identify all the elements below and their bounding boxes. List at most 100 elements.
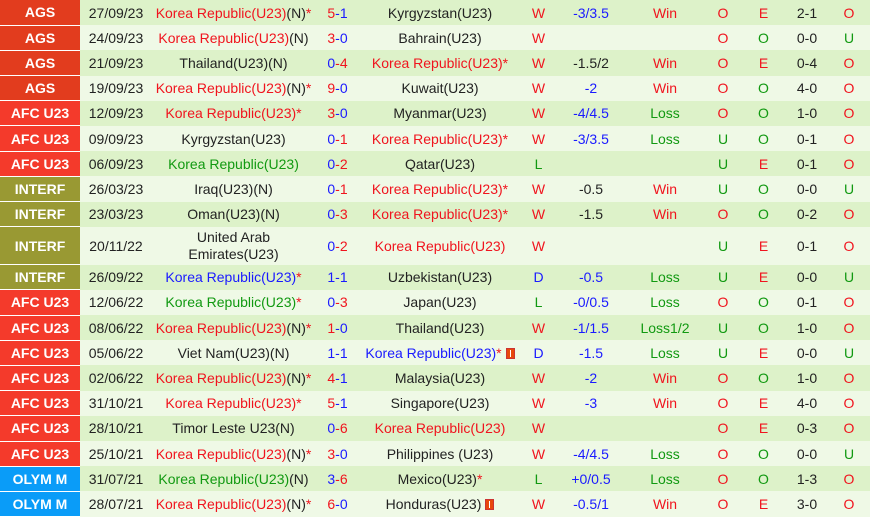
home-team-name[interactable]: Korea Republic(U23) (155, 4, 287, 21)
score[interactable]: 5-1 (315, 390, 360, 416)
table-row[interactable]: AFC U23 31/10/21 Korea Republic(U23)* 5-1 Si… (0, 390, 870, 417)
league-badge[interactable]: INTERF (0, 226, 80, 266)
home-team-name[interactable]: Korea Republic(U23) (158, 29, 290, 46)
league-badge[interactable]: AFC U23 (0, 315, 80, 341)
score[interactable]: 0-2 (315, 151, 360, 177)
league-badge[interactable]: AFC U23 (0, 415, 80, 442)
table-row[interactable]: AFC U23 08/06/22 Korea Republic(U23)(N)* 1-… (0, 315, 870, 341)
score[interactable]: 0-6 (315, 415, 360, 441)
league-badge[interactable]: OLYM M (0, 491, 80, 518)
home-team-cell[interactable]: Thailand(U23)(N) (152, 50, 315, 76)
home-team-cell[interactable]: Korea Republic(U23)(N)* (152, 491, 315, 517)
away-team-cell[interactable]: Uzbekistan(U23) (360, 264, 520, 290)
league-badge[interactable]: OLYM M (0, 466, 80, 492)
away-team-name[interactable]: Korea Republic(U23) (371, 206, 503, 223)
away-team-name[interactable]: Korea Republic(U23) (374, 237, 506, 254)
league-badge[interactable]: AGS (0, 0, 80, 26)
away-team-name[interactable]: Korea Republic(U23) (371, 130, 503, 147)
home-team-cell[interactable]: Korea Republic(U23)(N) (152, 25, 315, 51)
away-team-cell[interactable]: Myanmar(U23) (360, 100, 520, 126)
home-team-cell[interactable]: Oman(U23)(N) (152, 201, 315, 227)
away-team-name[interactable]: Japan(U23) (403, 294, 477, 311)
away-team-cell[interactable]: Korea Republic(U23)* (360, 201, 520, 227)
away-team-cell[interactable]: Philippines (U23) (360, 441, 520, 467)
score[interactable]: 1-0 (315, 315, 360, 341)
table-row[interactable]: AFC U23 02/06/22 Korea Republic(U23)(N)* 4-… (0, 365, 870, 392)
league-badge[interactable]: INTERF (0, 176, 80, 203)
away-team-cell[interactable]: Korea Republic(U23)* (360, 340, 520, 366)
home-team-cell[interactable]: Korea Republic(U23)(N)* (152, 0, 315, 26)
away-team-cell[interactable]: Honduras(U23) (360, 491, 520, 517)
away-team-name[interactable]: Uzbekistan(U23) (387, 269, 493, 286)
away-team-name[interactable]: Korea Republic(U23) (371, 54, 503, 71)
league-badge[interactable]: AFC U23 (0, 289, 80, 316)
table-row[interactable]: INTERF 23/03/23 Oman(U23)(N) 0-3 Korea Repub… (0, 201, 870, 228)
away-team-name[interactable]: Korea Republic(U23) (374, 420, 506, 437)
table-row[interactable]: AFC U23 05/06/22 Viet Nam(U23)(N) 1-1 Korea … (0, 340, 870, 366)
home-team-name[interactable]: Korea Republic(U23) (165, 105, 297, 122)
score[interactable]: 5-1 (315, 0, 360, 26)
away-team-cell[interactable]: Korea Republic(U23)* (360, 176, 520, 202)
table-row[interactable]: AFC U23 06/09/23 Korea Republic(U23) 0-2 Qat… (0, 151, 870, 177)
league-badge[interactable]: AGS (0, 75, 80, 102)
table-row[interactable]: INTERF 20/11/22 United Arab Emirates(U23) 0… (0, 226, 870, 266)
table-row[interactable]: AGS 27/09/23 Korea Republic(U23)(N)* 5-1 Kyr… (0, 0, 870, 26)
home-team-name[interactable]: Korea Republic(U23) (155, 445, 287, 462)
score[interactable]: 0-3 (315, 201, 360, 227)
home-team-name[interactable]: Korea Republic(U23) (165, 269, 297, 286)
league-badge[interactable]: AFC U23 (0, 340, 80, 366)
home-team-name[interactable]: Oman(U23)(N) (187, 206, 280, 223)
home-team-cell[interactable]: Korea Republic(U23) (152, 151, 315, 177)
away-team-name[interactable]: Myanmar(U23) (393, 105, 487, 122)
table-row[interactable]: AGS 24/09/23 Korea Republic(U23)(N) 3-0 Bahr… (0, 25, 870, 51)
home-team-name[interactable]: Viet Nam(U23)(N) (177, 344, 290, 361)
league-badge[interactable]: AFC U23 (0, 100, 80, 127)
away-team-cell[interactable]: Bahrain(U23) (360, 25, 520, 51)
home-team-name[interactable]: Korea Republic(U23) (165, 395, 297, 412)
away-team-name[interactable]: Kuwait(U23) (401, 80, 479, 97)
away-team-name[interactable]: Qatar(U23) (404, 155, 476, 172)
home-team-cell[interactable]: Kyrgyzstan(U23) (152, 125, 315, 152)
score[interactable]: 0-1 (315, 176, 360, 202)
away-team-cell[interactable]: Thailand(U23) (360, 315, 520, 341)
home-team-name[interactable]: Korea Republic(U23) (155, 495, 287, 512)
home-team-cell[interactable]: Korea Republic(U23)(N)* (152, 75, 315, 101)
home-team-cell[interactable]: Korea Republic(U23)(N)* (152, 441, 315, 467)
away-team-name[interactable]: Honduras(U23) (385, 495, 482, 512)
table-row[interactable]: OLYM M 28/07/21 Korea Republic(U23)(N)* 6-0… (0, 491, 870, 518)
away-team-cell[interactable]: Singapore(U23) (360, 390, 520, 416)
away-team-name[interactable]: Philippines (U23) (386, 445, 494, 462)
league-badge[interactable]: INTERF (0, 201, 80, 228)
score[interactable]: 3-0 (315, 441, 360, 467)
score[interactable]: 4-1 (315, 365, 360, 391)
league-badge[interactable]: INTERF (0, 264, 80, 291)
away-team-cell[interactable]: Korea Republic(U23)* (360, 50, 520, 76)
home-team-cell[interactable]: Timor Leste U23(N) (152, 415, 315, 441)
home-team-cell[interactable]: Korea Republic(U23)* (152, 390, 315, 416)
home-team-cell[interactable]: Korea Republic(U23)* (152, 264, 315, 290)
home-team-name[interactable]: Kyrgyzstan(U23) (181, 130, 286, 147)
score[interactable]: 3-6 (315, 466, 360, 492)
home-team-name[interactable]: Korea Republic(U23) (155, 319, 287, 336)
league-badge[interactable]: AFC U23 (0, 390, 80, 417)
score[interactable]: 0-3 (315, 289, 360, 316)
away-team-name[interactable]: Thailand(U23) (395, 319, 485, 336)
score[interactable]: 9-0 (315, 75, 360, 101)
away-team-cell[interactable]: Japan(U23) (360, 289, 520, 316)
score[interactable]: 3-0 (315, 100, 360, 126)
home-team-name[interactable]: Korea Republic(U23) (155, 80, 287, 97)
home-team-name[interactable]: United Arab Emirates(U23) (188, 228, 279, 262)
away-team-name[interactable]: Malaysia(U23) (394, 370, 486, 387)
table-row[interactable]: OLYM M 31/07/21 Korea Republic(U23)(N) 3-6 M… (0, 466, 870, 492)
league-badge[interactable]: AFC U23 (0, 125, 80, 152)
score[interactable]: 3-0 (315, 25, 360, 51)
home-team-name[interactable]: Korea Republic(U23) (165, 294, 297, 311)
home-team-cell[interactable]: Korea Republic(U23)(N) (152, 466, 315, 492)
league-badge[interactable]: AFC U23 (0, 441, 80, 467)
score[interactable]: 1-1 (315, 264, 360, 290)
score[interactable]: 0-2 (315, 226, 360, 265)
table-row[interactable]: INTERF 26/03/23 Iraq(U23)(N) 0-1 Korea Repub… (0, 176, 870, 203)
league-badge[interactable]: AGS (0, 25, 80, 51)
away-team-name[interactable]: Mexico(U23) (397, 470, 477, 487)
table-row[interactable]: AFC U23 12/09/23 Korea Republic(U23)* 3-0 My… (0, 100, 870, 127)
